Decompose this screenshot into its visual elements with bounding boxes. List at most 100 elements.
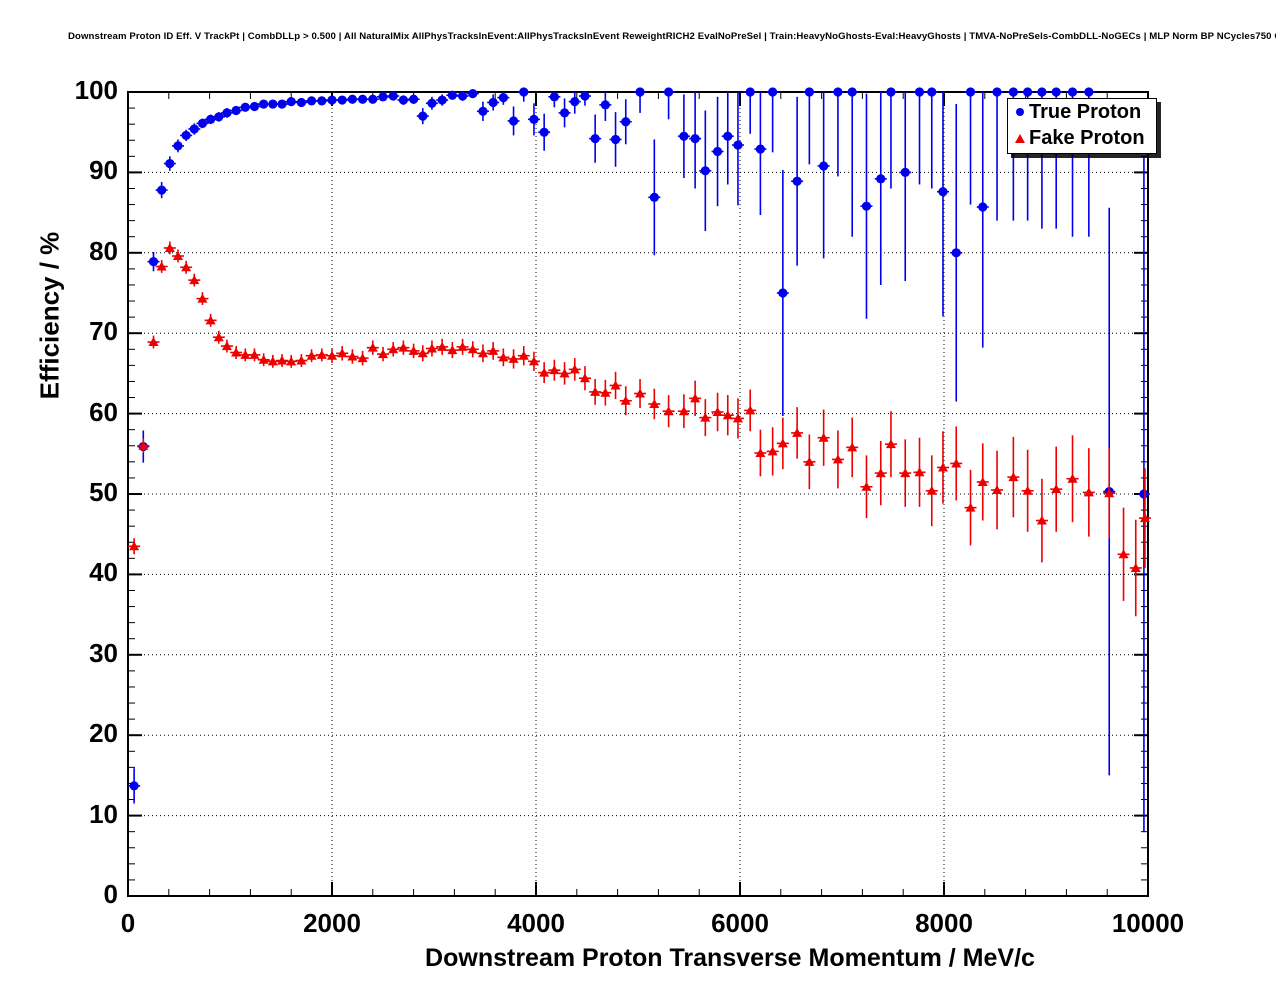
data-point-triangle[interactable] bbox=[1104, 488, 1115, 498]
data-point-circle[interactable] bbox=[418, 111, 428, 121]
data-point-triangle[interactable] bbox=[559, 368, 570, 378]
data-point-triangle[interactable] bbox=[231, 347, 242, 357]
data-point-triangle[interactable] bbox=[1008, 472, 1019, 482]
data-point-triangle[interactable] bbox=[148, 337, 159, 347]
data-point-triangle[interactable] bbox=[181, 262, 192, 272]
data-point-triangle[interactable] bbox=[914, 467, 925, 477]
data-point-triangle[interactable] bbox=[620, 395, 631, 405]
data-point-triangle[interactable] bbox=[610, 380, 621, 390]
data-point-triangle[interactable] bbox=[847, 442, 858, 452]
data-point-triangle[interactable] bbox=[417, 348, 428, 358]
data-point-circle[interactable] bbox=[447, 90, 457, 100]
data-point-triangle[interactable] bbox=[457, 341, 468, 351]
data-point-circle[interactable] bbox=[679, 131, 689, 141]
data-point-triangle[interactable] bbox=[732, 413, 743, 423]
data-point-circle[interactable] bbox=[1023, 87, 1033, 97]
data-point-circle[interactable] bbox=[1008, 87, 1018, 97]
data-point-triangle[interactable] bbox=[467, 344, 478, 354]
data-point-triangle[interactable] bbox=[590, 386, 601, 396]
data-point-triangle[interactable] bbox=[549, 365, 560, 375]
data-point-triangle[interactable] bbox=[129, 541, 140, 551]
data-point-triangle[interactable] bbox=[156, 261, 167, 271]
data-point-triangle[interactable] bbox=[1083, 487, 1094, 497]
data-point-circle[interactable] bbox=[398, 95, 408, 105]
data-point-circle[interactable] bbox=[181, 130, 191, 141]
data-point-triangle[interactable] bbox=[488, 345, 499, 355]
data-point-circle[interactable] bbox=[580, 91, 590, 101]
data-point-circle[interactable] bbox=[165, 158, 175, 169]
data-point-triangle[interactable] bbox=[755, 447, 766, 457]
data-point-triangle[interactable] bbox=[900, 468, 911, 478]
data-point-triangle[interactable] bbox=[818, 432, 829, 442]
data-point-circle[interactable] bbox=[965, 87, 976, 97]
data-point-triangle[interactable] bbox=[832, 454, 843, 464]
data-point-triangle[interactable] bbox=[296, 355, 307, 365]
data-point-circle[interactable] bbox=[768, 87, 778, 97]
data-point-circle[interactable] bbox=[1037, 87, 1047, 97]
data-point-circle[interactable] bbox=[317, 96, 327, 106]
data-point-circle[interactable] bbox=[712, 146, 723, 157]
data-point-triangle[interactable] bbox=[804, 456, 815, 466]
data-point-triangle[interactable] bbox=[635, 388, 646, 398]
data-point-triangle[interactable] bbox=[569, 364, 580, 374]
data-point-circle[interactable] bbox=[792, 176, 802, 186]
data-point-circle[interactable] bbox=[876, 174, 886, 184]
data-point-circle[interactable] bbox=[427, 98, 437, 108]
data-point-circle[interactable] bbox=[189, 124, 199, 134]
data-point-circle[interactable] bbox=[951, 248, 961, 258]
data-point-triangle[interactable] bbox=[138, 440, 149, 450]
data-point-triangle[interactable] bbox=[258, 354, 269, 364]
data-point-triangle[interactable] bbox=[767, 446, 778, 456]
data-point-triangle[interactable] bbox=[388, 344, 399, 354]
data-point-triangle[interactable] bbox=[267, 356, 278, 366]
data-point-triangle[interactable] bbox=[337, 348, 348, 358]
data-point-triangle[interactable] bbox=[277, 355, 288, 365]
data-point-circle[interactable] bbox=[206, 114, 216, 124]
data-point-circle[interactable] bbox=[833, 87, 843, 97]
data-point-triangle[interactable] bbox=[378, 349, 388, 359]
data-point-triangle[interactable] bbox=[347, 351, 358, 361]
data-point-circle[interactable] bbox=[277, 99, 287, 109]
data-point-circle[interactable] bbox=[296, 97, 306, 108]
data-point-triangle[interactable] bbox=[1139, 513, 1150, 523]
data-point-triangle[interactable] bbox=[600, 387, 611, 397]
data-point-triangle[interactable] bbox=[649, 398, 660, 408]
data-point-triangle[interactable] bbox=[286, 356, 297, 366]
data-point-circle[interactable] bbox=[409, 94, 419, 104]
data-point-triangle[interactable] bbox=[205, 315, 216, 325]
data-point-circle[interactable] bbox=[978, 202, 988, 212]
data-point-triangle[interactable] bbox=[398, 342, 409, 352]
data-point-circle[interactable] bbox=[914, 87, 925, 97]
data-point-circle[interactable] bbox=[508, 116, 519, 126]
data-point-triangle[interactable] bbox=[777, 438, 788, 448]
data-point-circle[interactable] bbox=[600, 100, 610, 110]
data-point-triangle[interactable] bbox=[367, 342, 378, 352]
data-point-circle[interactable] bbox=[549, 92, 559, 102]
data-point-circle[interactable] bbox=[327, 95, 337, 105]
data-point-circle[interactable] bbox=[819, 161, 829, 171]
data-point-circle[interactable] bbox=[337, 95, 347, 105]
data-point-circle[interactable] bbox=[378, 92, 388, 102]
data-point-triangle[interactable] bbox=[316, 349, 327, 359]
data-point-circle[interactable] bbox=[157, 185, 167, 195]
data-point-circle[interactable] bbox=[861, 201, 872, 211]
data-point-triangle[interactable] bbox=[690, 393, 701, 403]
data-point-circle[interactable] bbox=[478, 106, 488, 116]
data-point-circle[interactable] bbox=[259, 99, 269, 109]
data-point-triangle[interactable] bbox=[249, 349, 260, 359]
data-point-triangle[interactable] bbox=[197, 293, 208, 303]
data-point-triangle[interactable] bbox=[992, 484, 1003, 494]
data-point-triangle[interactable] bbox=[221, 341, 232, 351]
data-point-triangle[interactable] bbox=[357, 353, 368, 363]
data-point-triangle[interactable] bbox=[1036, 515, 1047, 525]
data-point-circle[interactable] bbox=[649, 192, 659, 202]
data-point-circle[interactable] bbox=[847, 87, 857, 97]
data-point-triangle[interactable] bbox=[885, 439, 896, 449]
data-point-circle[interactable] bbox=[214, 112, 224, 122]
data-point-circle[interactable] bbox=[938, 187, 948, 197]
data-point-triangle[interactable] bbox=[965, 502, 976, 512]
data-point-triangle[interactable] bbox=[1130, 562, 1141, 572]
data-point-circle[interactable] bbox=[621, 117, 631, 127]
data-point-triangle[interactable] bbox=[172, 251, 183, 261]
data-point-triangle[interactable] bbox=[306, 350, 317, 360]
